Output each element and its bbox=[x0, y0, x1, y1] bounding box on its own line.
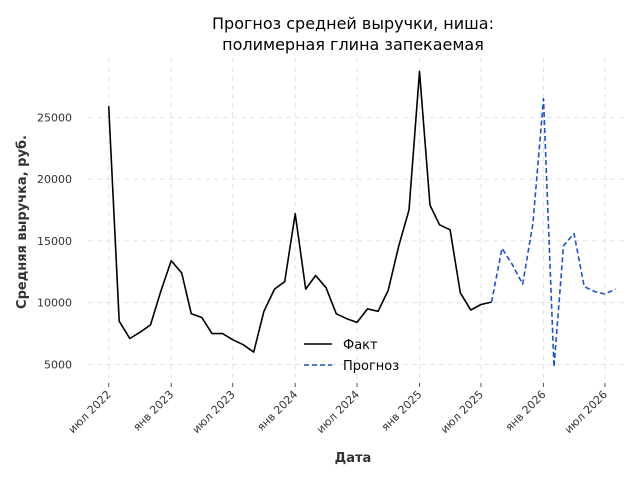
series-layer bbox=[107, 70, 616, 368]
y-axis-label: Средняя выручка, руб. bbox=[15, 135, 30, 309]
x-tick-label: июл 2024 bbox=[314, 388, 362, 436]
y-tick-label: 15000 bbox=[37, 235, 72, 248]
y-tick-label: 10000 bbox=[37, 297, 72, 310]
y-tick-label: 5000 bbox=[44, 358, 72, 371]
legend-label-fact: Факт bbox=[343, 338, 378, 353]
legend: Факт Прогноз bbox=[304, 338, 399, 374]
x-tick-label: янв 2023 bbox=[131, 388, 177, 434]
chart-title: Прогноз средней выручки, ниша: bbox=[212, 14, 494, 33]
x-axis-label: Дата bbox=[335, 451, 372, 466]
x-tick-label: янв 2026 bbox=[503, 388, 549, 434]
series-line-fact bbox=[107, 70, 492, 353]
x-tick-label: июл 2026 bbox=[562, 388, 610, 436]
series-line-forecast bbox=[490, 98, 616, 368]
grid-layer bbox=[88, 58, 626, 383]
legend-label-forecast: Прогноз bbox=[343, 359, 399, 374]
x-tick-label: июл 2022 bbox=[66, 388, 114, 436]
y-tick-label: 20000 bbox=[37, 173, 72, 186]
x-tick-label: янв 2025 bbox=[379, 388, 425, 434]
y-tick-label: 25000 bbox=[37, 111, 72, 124]
x-tick-label: июл 2023 bbox=[190, 388, 238, 436]
x-tick-label: июл 2025 bbox=[438, 388, 486, 436]
x-tick-label: янв 2024 bbox=[254, 388, 300, 434]
chart-subtitle: полимерная глина запекаемая bbox=[222, 35, 484, 54]
